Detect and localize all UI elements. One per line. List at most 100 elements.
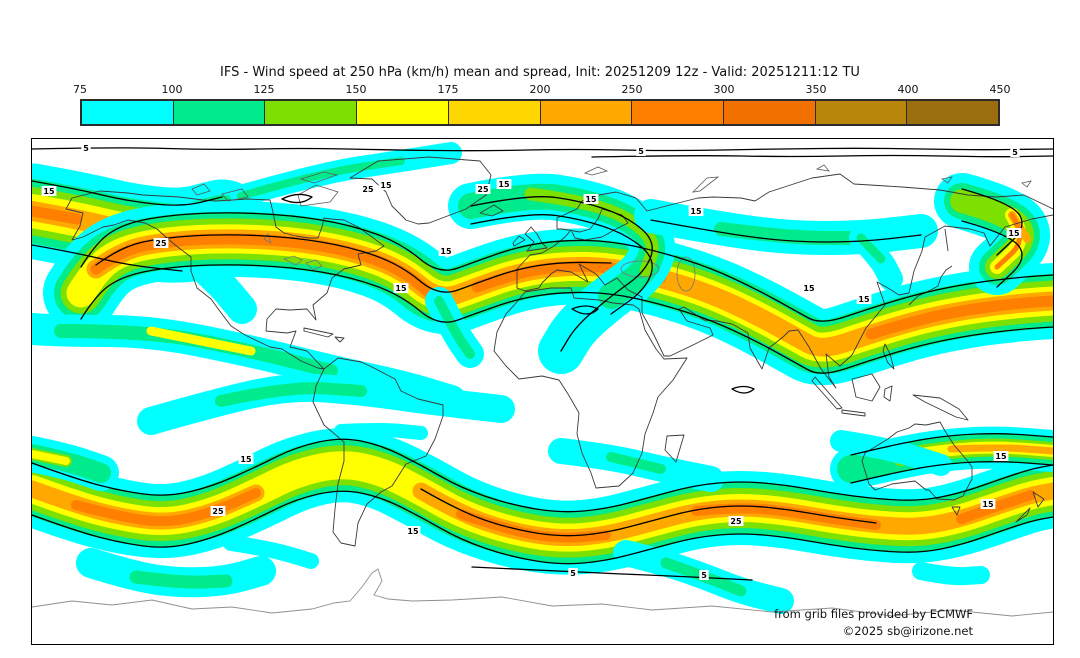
colorbar-tick-label: 250 — [621, 83, 643, 96]
spread-contours — [32, 147, 1053, 581]
colorbar-tick-labels: 75 100 125 150 175 200 250 300 350 400 450 — [73, 83, 1011, 98]
contour-label: 25 — [730, 517, 742, 526]
colorbar-segment — [907, 101, 999, 124]
contour-label: 15 — [690, 207, 702, 216]
contour-label-box — [475, 184, 491, 194]
colorbar-tick-label: 300 — [713, 83, 735, 96]
colorbar-tick-label: 125 — [253, 83, 275, 96]
contour-label-box — [153, 238, 169, 248]
coastline-greenland — [349, 156, 492, 225]
contour-label-box — [496, 179, 512, 189]
contour-label-box — [568, 568, 578, 578]
contour-label-box — [1006, 228, 1022, 238]
contour-label-box — [856, 294, 872, 304]
contour-label: 15 — [803, 284, 815, 293]
contour-labels: 5 5 5 5 5 15 15 15 15 15 15 15 15 15 15 15 15 15 15 25 25 25 2… — [41, 143, 1022, 580]
coastline-new-zealand — [1015, 491, 1045, 523]
coastline-antarctica — [32, 568, 1053, 617]
contour-label-box — [1010, 147, 1020, 157]
contour-label-box — [801, 283, 817, 293]
colorbar-tick-label: 75 — [73, 83, 87, 96]
colorbar-segment — [357, 101, 449, 124]
contour-label-box — [360, 184, 376, 194]
coastline-indonesia — [811, 343, 969, 421]
black-sea — [620, 260, 660, 278]
contour-label: 15 — [498, 180, 510, 189]
credit-line-2: ©2025 sb@irizone.net — [842, 624, 973, 638]
chart-title: IFS - Wind speed at 250 hPa (km/h) mean … — [220, 65, 860, 80]
contour-label-box — [238, 454, 254, 464]
contour-label: 15 — [380, 181, 392, 190]
coastline-africa — [493, 287, 688, 489]
coastline-tasmania — [951, 506, 961, 516]
contour-label: 15 — [240, 455, 252, 464]
coastline-australia — [861, 421, 973, 501]
contour-label: 15 — [440, 247, 452, 256]
colorbar-segment — [723, 101, 816, 124]
credits: from grib files provided by ECMWF ©2025 … — [774, 606, 973, 640]
coastline-british-isles — [512, 226, 548, 252]
colorbar-tick-label: 150 — [345, 83, 367, 96]
coastline-caribbean — [303, 327, 345, 343]
colorbar-tick-label: 200 — [529, 83, 551, 96]
contour-label: 5 — [83, 144, 89, 153]
contour-label-box — [405, 526, 421, 536]
coastline-madagascar — [664, 434, 685, 463]
contour-label: 25 — [155, 239, 167, 248]
colorbar-segment — [173, 101, 266, 124]
contour-label: 15 — [407, 527, 419, 536]
world-map-frame: 5 5 5 5 5 15 15 15 15 15 15 15 15 15 15 15 15 15 15 25 25 25 2… — [31, 138, 1054, 645]
contour-label: 15 — [43, 187, 55, 196]
contour-label: 15 — [982, 500, 994, 509]
colorbar-segment — [265, 101, 358, 124]
contour-label-box — [636, 146, 646, 156]
contour-label: 5 — [570, 569, 576, 578]
contour-label: 25 — [362, 185, 374, 194]
contour-label: 15 — [995, 452, 1007, 461]
contour-label-box — [699, 570, 709, 580]
contour-label: 5 — [638, 147, 644, 156]
contour-label: 5 — [1012, 148, 1018, 157]
coastline-japan — [908, 228, 953, 306]
contour-label-box — [378, 180, 394, 190]
coastline-north-america — [65, 190, 385, 370]
colorbar-segment — [448, 101, 541, 124]
coastline-eurasia-south — [516, 208, 1053, 389]
contour-label-box — [81, 143, 91, 153]
contour-label-box — [728, 516, 744, 526]
contour-label: 15 — [1008, 229, 1020, 238]
colorbar-tick-label: 450 — [989, 83, 1011, 96]
colorbar-segment — [632, 101, 724, 124]
colorbar-segment — [82, 101, 174, 124]
colorbar-segment — [815, 101, 908, 124]
coastline-iceland — [479, 204, 504, 217]
arctic-islands — [191, 164, 1032, 207]
contour-label-box — [393, 283, 409, 293]
contour-label: 5 — [701, 571, 707, 580]
credit-line-1: from grib files provided by ECMWF — [774, 607, 973, 621]
contour-label-box — [438, 246, 454, 256]
coastline-south-america — [312, 357, 444, 547]
colorbar-tick-label: 350 — [805, 83, 827, 96]
contour-label: 25 — [212, 507, 224, 516]
contour-label: 25 — [477, 185, 489, 194]
contour-label-box — [583, 194, 599, 204]
colorbar-tick-label: 100 — [161, 83, 183, 96]
contour-label-box — [41, 186, 57, 196]
contour-label: 15 — [858, 295, 870, 304]
contour-label-box — [993, 451, 1009, 461]
colorbar-tick-label: 400 — [897, 83, 919, 96]
inland-waters — [263, 233, 696, 292]
contour-label: 15 — [585, 195, 597, 204]
caspian-sea — [676, 256, 696, 292]
colorbar-tick-label: 175 — [437, 83, 459, 96]
contour-label-box — [980, 499, 996, 509]
contour-label-box — [688, 206, 704, 216]
colorbar-gradient — [80, 99, 1000, 126]
wind-speed-map: 5 5 5 5 5 15 15 15 15 15 15 15 15 15 15 15 15 15 15 25 25 25 2… — [32, 139, 1053, 644]
coastline-arctic-canada — [191, 171, 339, 207]
colorbar: 75 100 125 150 175 200 250 300 350 400 450 — [73, 83, 1011, 126]
coastline-svalbard — [583, 164, 1032, 193]
contour-label-box — [210, 506, 226, 516]
